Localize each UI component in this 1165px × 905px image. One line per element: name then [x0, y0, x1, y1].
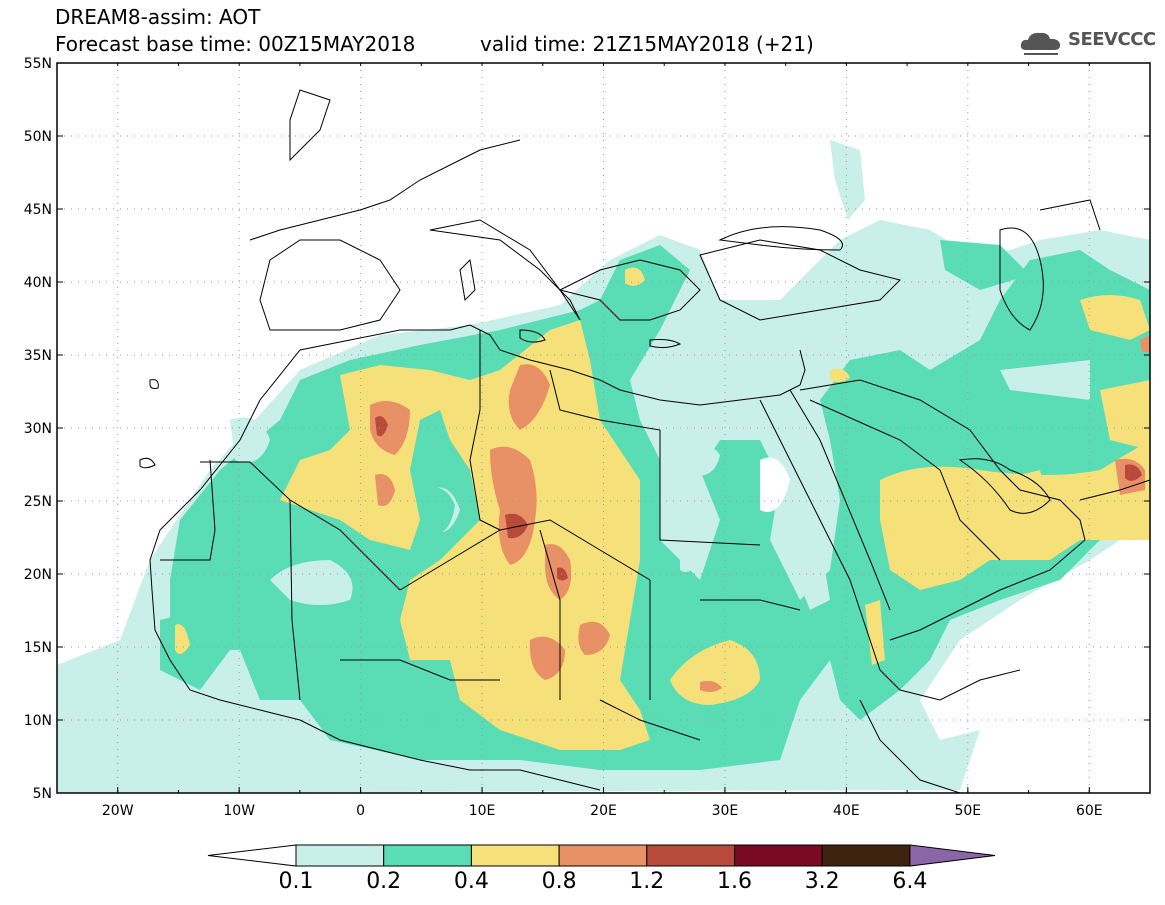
y-tick-label: 55N [24, 56, 52, 72]
aot-level-1-2 [375, 416, 388, 437]
y-tick-label: 30N [24, 421, 52, 437]
colorbar-swatch [383, 844, 472, 867]
y-tick-label: 10N [24, 713, 52, 729]
logo-text: SEEVCCC [1068, 29, 1156, 50]
colorbar-label: 1.6 [717, 869, 752, 894]
colorbar-label: 0.8 [541, 869, 577, 894]
aot-level-0-8 [370, 401, 410, 455]
title-line-1: DREAM8-assim: AOT [55, 5, 261, 29]
colorbar-label: 1.2 [629, 869, 665, 894]
y-tick-label: 5N [33, 786, 52, 802]
coastlines [139, 89, 1150, 793]
y-tick-label: 40N [24, 275, 52, 291]
colorbar-label: 0.1 [278, 869, 314, 894]
colorbar-swatch [295, 844, 385, 867]
colorbar-swatch [646, 844, 735, 867]
x-tick-label: 0 [356, 803, 365, 819]
colorbar-swatch [734, 844, 823, 867]
colorbar-label: 6.4 [892, 869, 928, 894]
colorbar-swatch [558, 844, 648, 867]
forecast-base-time: Forecast base time: 00Z15MAY2018 [55, 32, 416, 56]
graticule [57, 63, 1150, 793]
colorbar-swatch [821, 844, 911, 867]
y-tick-label: 20N [24, 567, 52, 583]
x-tick-label: 10W [223, 803, 255, 819]
y-tick-label: 45N [24, 202, 52, 218]
x-tick-label: 30E [712, 803, 739, 819]
colorbar [207, 844, 996, 867]
colorbar-label: 0.2 [366, 869, 402, 894]
x-axis: 20W 10W 0 10E 20E 30E 40E 50E 60E [56, 63, 1151, 819]
x-tick-label: 20W [102, 803, 134, 819]
x-tick-label: 60E [1076, 803, 1103, 819]
cloud-logo-icon [1020, 32, 1061, 55]
colorbar-label: 3.2 [804, 869, 840, 894]
colorbar-swatch [470, 844, 560, 867]
valid-time: valid time: 21Z15MAY2018 (+21) [480, 32, 814, 56]
y-tick-label: 35N [24, 348, 52, 364]
y-tick-label: 50N [24, 129, 52, 145]
x-tick-label: 50E [954, 803, 981, 819]
colorbar-upper-extend [909, 844, 996, 867]
y-axis: 55N 50N 45N 40N 35N 30N 25N 20N 15N 10N 5N [24, 56, 1150, 802]
colorbar-label: 0.4 [453, 869, 489, 894]
y-tick-label: 15N [24, 640, 52, 656]
colorbar-lower-extend [207, 844, 297, 867]
x-tick-label: 10E [469, 803, 496, 819]
x-tick-label: 40E [833, 803, 860, 819]
x-tick-label: 20E [590, 803, 617, 819]
y-tick-label: 25N [24, 494, 52, 510]
